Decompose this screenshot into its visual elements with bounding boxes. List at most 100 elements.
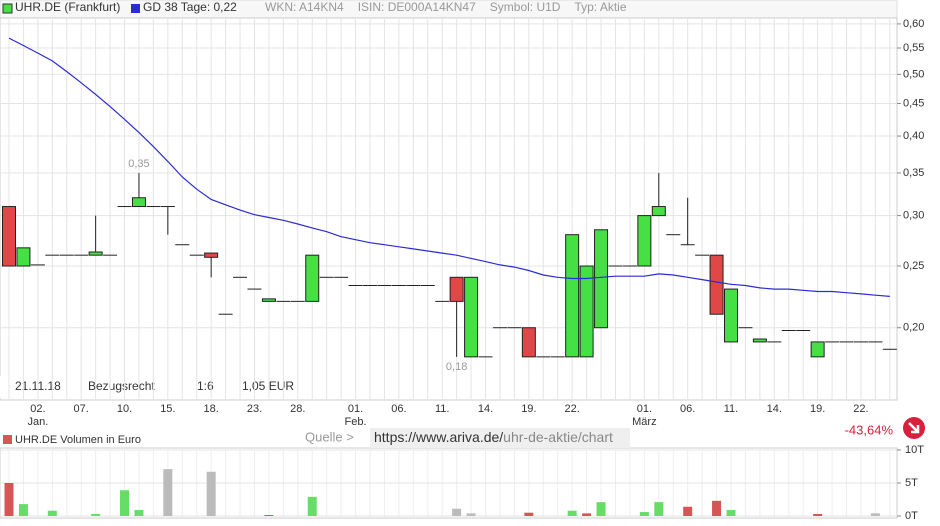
x-tick-label: 19. [810, 403, 825, 415]
legend-swatch [131, 4, 140, 13]
candle-body [810, 341, 825, 358]
volume-bar [264, 515, 274, 516]
volume-bar [120, 490, 130, 516]
volume-bar [639, 512, 649, 516]
candle-body [579, 265, 594, 358]
volume-bar [466, 513, 476, 516]
candle-body [88, 251, 103, 256]
y-tick-label: 10T [905, 444, 924, 456]
volume-bar [307, 496, 317, 516]
volume-bar [712, 500, 722, 516]
volume-bar [870, 513, 880, 516]
candle-body [305, 254, 320, 302]
candle-body [724, 288, 738, 343]
y-tick-label: 0,25 [903, 260, 924, 272]
url-host: https://www.ariva.de/ [374, 429, 503, 445]
x-tick-label: 02. [30, 403, 45, 415]
y-tick-label: 0,40 [903, 130, 924, 142]
x-tick-label: 11. [724, 403, 738, 415]
x-month-label: Jan. [27, 416, 48, 428]
info-text: Symbol: U1D [490, 0, 561, 14]
volume-bar [4, 482, 14, 516]
event-price: 1,05 EUR [242, 379, 294, 393]
volume-bar [582, 513, 592, 516]
volume-bar [91, 514, 101, 516]
candle-body [16, 247, 31, 267]
volume-bar [726, 510, 736, 516]
legend-label: UHR.DE Volumen in Euro [15, 434, 141, 446]
legend-label: UHR.DE (Frankfurt) [15, 0, 120, 14]
url-path: uhr-de-aktie/chart [503, 429, 613, 445]
x-tick-label: 23. [247, 403, 262, 415]
x-tick-label: 07. [74, 403, 89, 415]
candle-body [449, 276, 464, 302]
source-url[interactable]: https://www.ariva.de/uhr-de-aktie/chart [374, 429, 613, 445]
x-tick-label: 14. [478, 403, 493, 415]
candle-body [261, 298, 276, 302]
x-tick-label: 19. [521, 403, 536, 415]
candle-body [464, 276, 479, 358]
price-annotation: 0,18 [446, 361, 467, 373]
performance: -43,64% [845, 422, 894, 437]
y-tick-label: 0,20 [903, 322, 924, 334]
volume-bar [654, 502, 664, 516]
y-tick-label: 0,50 [903, 68, 924, 80]
x-tick-label: 18. [204, 403, 219, 415]
x-tick-label: 01. [348, 403, 363, 415]
volume-bar [452, 508, 462, 516]
y-tick-label: 0,45 [903, 97, 924, 109]
x-month-label: Feb. [345, 416, 367, 428]
candle-body [752, 338, 767, 343]
candle-body [651, 206, 666, 217]
x-tick-label: 06. [391, 403, 406, 415]
volume-bar [813, 514, 823, 516]
volume-bar [683, 506, 693, 516]
x-tick-label: 06. [680, 403, 695, 415]
event-type: Bezugsrecht [88, 379, 155, 393]
main-plot [0, 17, 898, 401]
performance-icon [903, 417, 925, 439]
event-box [0, 376, 300, 398]
y-tick-label: 0,35 [903, 167, 924, 179]
event-ratio: 1:6 [197, 379, 214, 393]
info-text: Typ: Aktie [574, 0, 626, 14]
price-annotation: 0,35 [128, 158, 149, 170]
x-tick-label: 22. [565, 403, 580, 415]
candle-body [131, 197, 146, 208]
url-box[interactable] [370, 428, 630, 448]
moving-average-line [8, 37, 890, 297]
candle-body [637, 215, 652, 267]
x-tick-label: 01. [637, 403, 652, 415]
volume-bar [524, 512, 534, 516]
legend-swatch [2, 3, 13, 14]
volume-bar [18, 504, 28, 516]
x-tick-label: 10. [117, 403, 132, 415]
x-tick-label: 15. [160, 403, 175, 415]
volume-bar [163, 469, 173, 516]
x-tick-label: 14. [767, 403, 782, 415]
y-tick-label: 0,30 [903, 210, 924, 222]
y-tick-label: 5T [905, 477, 918, 489]
x-tick-label: 28. [290, 403, 305, 415]
candle-body [565, 234, 580, 358]
legend-label: GD 38 Tage: 0,22 [143, 0, 237, 14]
candle-body [2, 206, 16, 267]
volume-bar [596, 502, 606, 516]
source-label: Quelle > [305, 429, 354, 444]
candle-body [204, 252, 219, 258]
volume-bar [567, 510, 577, 516]
volume-bar [47, 510, 57, 516]
y-tick-label: 0T [905, 510, 918, 522]
volume-bar [206, 471, 216, 516]
y-tick-label: 0,60 [903, 18, 924, 30]
x-tick-label: 11. [435, 403, 449, 415]
candle-body [521, 327, 536, 358]
y-tick-label: 0,55 [903, 42, 924, 54]
legend-swatch [3, 435, 12, 444]
info-text: ISIN: DE000A14KN47 [358, 0, 476, 14]
candle-body [594, 229, 609, 329]
x-month-label: März [632, 416, 656, 428]
volume-bar [134, 510, 144, 516]
candle-body [709, 254, 724, 315]
